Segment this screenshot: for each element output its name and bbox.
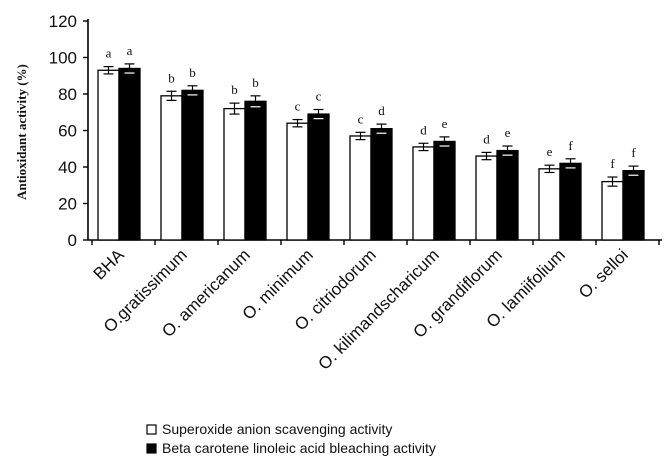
significance-label: f bbox=[631, 145, 636, 160]
y-tick-label: 100 bbox=[49, 49, 77, 68]
significance-label: d bbox=[378, 103, 385, 118]
bar-superoxide bbox=[412, 146, 435, 241]
bar-superoxide bbox=[475, 155, 498, 241]
bar-superoxide bbox=[349, 135, 372, 241]
y-tick-label: 80 bbox=[58, 85, 77, 104]
bar-beta-carotene bbox=[244, 100, 267, 241]
bar-beta-carotene bbox=[559, 162, 582, 241]
significance-label: e bbox=[547, 144, 553, 159]
category-label: BHA bbox=[90, 245, 129, 284]
bar-beta-carotene bbox=[307, 113, 330, 241]
significance-label: f bbox=[568, 138, 573, 153]
bar-superoxide bbox=[538, 168, 561, 241]
bar-beta-carotene bbox=[118, 67, 141, 241]
legend-swatch-superoxide bbox=[146, 424, 157, 435]
legend-swatch-beta-carotene bbox=[146, 443, 157, 454]
significance-label: d bbox=[420, 122, 427, 137]
y-tick-label: 60 bbox=[58, 122, 77, 141]
y-tick-label: 20 bbox=[58, 195, 77, 214]
bar-superoxide bbox=[286, 122, 309, 241]
significance-label: c bbox=[316, 89, 322, 104]
bar-beta-carotene bbox=[433, 140, 456, 241]
significance-label: f bbox=[610, 156, 615, 171]
bar-superoxide bbox=[97, 69, 120, 241]
y-tick-label: 120 bbox=[49, 12, 77, 31]
category-label: O. kilimandscharicum bbox=[314, 245, 442, 373]
bar-beta-carotene bbox=[370, 128, 393, 241]
legend-label: Beta carotene linoleic acid bleaching ac… bbox=[162, 440, 436, 456]
category-label: O. selloi bbox=[575, 245, 632, 302]
bar-beta-carotene bbox=[622, 169, 645, 241]
legend: Superoxide anion scavenging activity Beta… bbox=[146, 421, 436, 456]
y-tick-label: 0 bbox=[68, 231, 77, 250]
y-axis-label: Antioxidant activity (%) bbox=[14, 64, 29, 200]
significance-label: e bbox=[505, 125, 511, 140]
significance-label: b bbox=[168, 70, 175, 85]
bar-beta-carotene bbox=[496, 149, 519, 241]
significance-label: a bbox=[106, 46, 112, 61]
legend-label: Superoxide anion scavenging activity bbox=[162, 421, 392, 437]
bars bbox=[97, 63, 645, 241]
bar-superoxide bbox=[223, 107, 246, 241]
bar-beta-carotene bbox=[181, 89, 204, 241]
significance-label: c bbox=[358, 111, 364, 126]
significance-label: a bbox=[127, 43, 133, 58]
significance-label: b bbox=[231, 82, 238, 97]
y-tick-label: 40 bbox=[58, 158, 77, 177]
significance-label: b bbox=[189, 65, 196, 80]
significance-label: b bbox=[252, 75, 259, 90]
significance-label: c bbox=[295, 99, 301, 114]
bar-superoxide bbox=[601, 180, 624, 241]
bar-superoxide bbox=[160, 95, 183, 241]
significance-label: d bbox=[483, 131, 490, 146]
significance-label: e bbox=[442, 116, 448, 131]
